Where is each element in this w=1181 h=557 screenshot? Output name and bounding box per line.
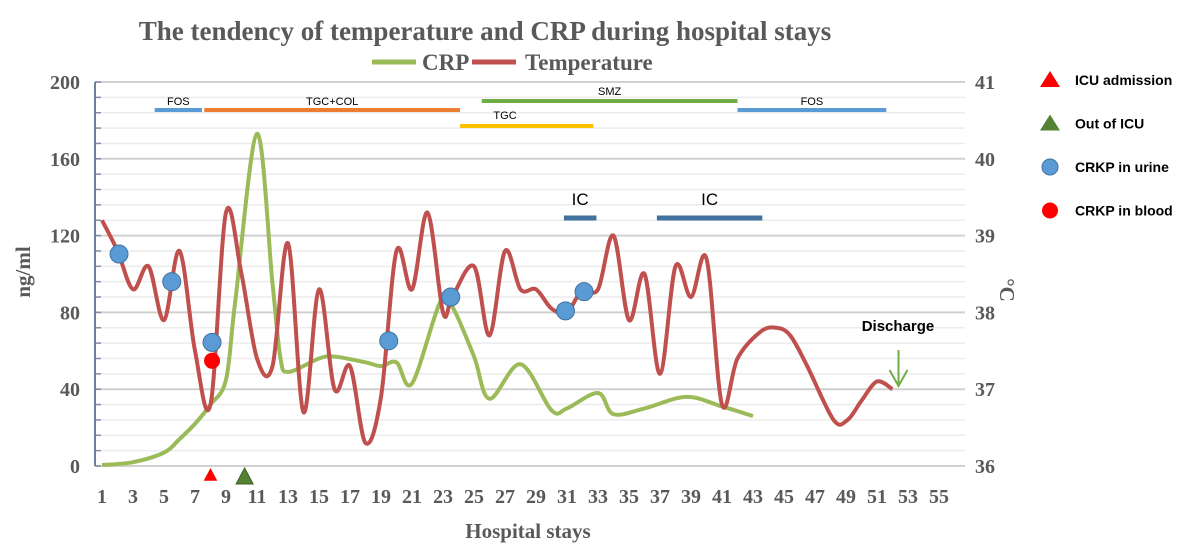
y-left-tick-label: 80 xyxy=(60,302,80,324)
legend-crkp-in-blood-icon xyxy=(1042,202,1058,219)
treatment-label: FOS xyxy=(167,96,190,108)
legend-icu-admission-icon xyxy=(1040,71,1060,87)
legend-label: Out of ICU xyxy=(1075,116,1144,132)
y-right-tick-label: 41 xyxy=(975,72,995,94)
series-line-temperature xyxy=(100,205,894,446)
legend-temperature-label: Temperature xyxy=(525,50,653,75)
x-tick-label: 43 xyxy=(743,486,763,508)
x-tick-label: 1 xyxy=(97,486,107,508)
gridlines xyxy=(95,81,965,467)
y-right-tick-label: 38 xyxy=(975,302,995,324)
x-tick-label: 39 xyxy=(681,486,701,508)
treatment-label: FOS xyxy=(801,96,824,108)
x-tick-label: 45 xyxy=(774,486,794,508)
treatment-label: IC xyxy=(572,190,589,209)
treatment-label: TGC+COL xyxy=(306,96,358,108)
x-tick-label: 9 xyxy=(221,486,231,508)
legend-out-of-icu-icon xyxy=(1040,114,1060,131)
legend-label: CRKP in blood xyxy=(1075,203,1173,219)
crkp-urine-marker xyxy=(379,331,399,351)
y-right-tick-label: 36 xyxy=(975,456,995,478)
y-right-tick-label: 37 xyxy=(975,379,995,401)
series-line-crp xyxy=(101,131,754,468)
y-left-tick-label: 0 xyxy=(70,456,80,478)
chart-title: The tendency of temperature and CRP duri… xyxy=(139,16,832,46)
legend-crp-label: CRP xyxy=(422,50,469,75)
x-tick-label: 13 xyxy=(278,486,298,508)
treatment-label: TGC xyxy=(493,110,516,122)
series-lines xyxy=(100,131,894,468)
y-left-tick-label: 40 xyxy=(60,379,80,401)
markers xyxy=(109,244,909,485)
out-of-icu-marker xyxy=(235,466,254,485)
crkp-urine-marker xyxy=(162,272,182,292)
y-axis-left-label: ng/ml xyxy=(11,246,35,298)
x-tick-label: 15 xyxy=(309,486,329,508)
treatment-label: SMZ xyxy=(598,86,622,98)
y-axis-right-label: °C xyxy=(995,278,1019,302)
y-right-tick-label: 39 xyxy=(975,226,995,248)
legend-top: CRP Temperature xyxy=(372,50,653,75)
discharge-label: Discharge xyxy=(862,318,935,335)
crkp-blood-marker xyxy=(204,352,221,369)
treatment-bars: FOS TGC+COL SMZ TGC FOS IC IC xyxy=(154,86,887,221)
x-tick-label: 33 xyxy=(588,486,608,508)
x-tick-label: 49 xyxy=(836,486,856,508)
x-tick-label: 53 xyxy=(898,486,918,508)
x-tick-label: 17 xyxy=(340,486,360,508)
y-right-tick-label: 40 xyxy=(975,149,995,171)
crkp-urine-marker xyxy=(109,244,129,264)
x-tick-label: 29 xyxy=(526,486,546,508)
crkp-urine-marker xyxy=(555,301,575,321)
x-tick-label: 41 xyxy=(712,486,732,508)
y-left-tick-label: 160 xyxy=(50,149,80,171)
x-tick-label: 21 xyxy=(402,486,422,508)
x-tick-label: 7 xyxy=(190,486,200,508)
x-tick-label: 47 xyxy=(805,486,825,508)
x-tick-label: 37 xyxy=(650,486,670,508)
x-tick-label: 23 xyxy=(433,486,453,508)
x-tick-label: 31 xyxy=(557,486,577,508)
x-tick-label: 5 xyxy=(159,486,169,508)
icu-admission-marker xyxy=(203,468,218,481)
treatment-label: IC xyxy=(701,190,718,209)
x-tick-label: 55 xyxy=(929,486,949,508)
crkp-urine-marker xyxy=(202,332,222,352)
legend-crkp-in-urine-icon xyxy=(1041,158,1059,176)
x-axis-label: Hospital stays xyxy=(465,519,590,543)
crkp-urine-marker xyxy=(574,282,594,302)
legend-label: CRKP in urine xyxy=(1075,159,1169,175)
x-tick-label: 11 xyxy=(248,486,267,508)
y-left-tick-label: 120 xyxy=(50,226,80,248)
x-tick-label: 51 xyxy=(867,486,887,508)
legend-right: ICU admission Out of ICU CRKP in urine CRKP… xyxy=(1040,71,1173,219)
discharge-arrow-icon xyxy=(888,350,909,389)
x-tick-label: 27 xyxy=(495,486,515,508)
crkp-urine-marker xyxy=(441,287,461,307)
x-tick-label: 35 xyxy=(619,486,639,508)
x-tick-label: 25 xyxy=(464,486,484,508)
y-left-tick-label: 200 xyxy=(50,72,80,94)
x-tick-label: 3 xyxy=(128,486,138,508)
legend-label: ICU admission xyxy=(1075,72,1172,88)
x-tick-label: 19 xyxy=(371,486,391,508)
